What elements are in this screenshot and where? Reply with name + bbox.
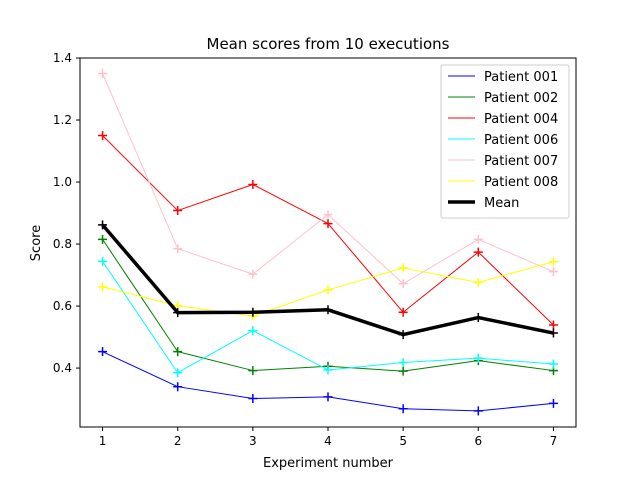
data-point <box>248 366 258 376</box>
x-tick-label: 1 <box>99 434 107 448</box>
data-point <box>398 263 408 273</box>
legend-label: Patient 004 <box>484 112 558 127</box>
data-point <box>248 307 258 317</box>
data-point <box>98 256 108 266</box>
series-2 <box>98 131 558 330</box>
data-point <box>398 307 408 317</box>
data-point <box>98 347 108 357</box>
data-point <box>173 244 183 254</box>
y-tick-label: 1.2 <box>53 113 72 127</box>
data-point <box>548 267 558 277</box>
data-point <box>398 279 408 289</box>
data-point <box>548 359 558 369</box>
legend-label: Patient 001 <box>484 70 558 85</box>
y-tick-label: 0.6 <box>53 299 72 313</box>
data-point <box>248 326 258 336</box>
y-tick-label: 1.4 <box>53 51 72 65</box>
data-point <box>323 305 333 315</box>
x-axis-label: Experiment number <box>263 456 394 471</box>
data-point <box>173 368 183 378</box>
data-point <box>548 398 558 408</box>
data-point <box>473 313 483 323</box>
y-tick-label: 0.8 <box>53 237 72 251</box>
data-point <box>98 220 108 230</box>
data-point <box>473 278 483 288</box>
y-axis-label: Score <box>29 225 44 261</box>
x-tick-label: 2 <box>174 434 182 448</box>
series-6 <box>98 220 558 340</box>
data-point <box>548 328 558 338</box>
data-point <box>398 358 408 368</box>
data-point <box>173 308 183 318</box>
data-point <box>173 382 183 392</box>
data-point <box>323 285 333 295</box>
x-tick-label: 7 <box>550 434 558 448</box>
data-point <box>398 404 408 414</box>
x-tick-label: 5 <box>399 434 407 448</box>
data-point <box>323 365 333 375</box>
data-point <box>98 131 108 141</box>
series-layer <box>98 69 558 416</box>
data-point <box>548 320 558 330</box>
series-3 <box>98 256 558 378</box>
data-point <box>473 406 483 416</box>
data-point <box>473 247 483 257</box>
data-point <box>173 206 183 216</box>
data-point <box>248 269 258 279</box>
legend-label: Patient 008 <box>484 175 558 190</box>
legend-label: Mean <box>484 196 519 211</box>
legend-label: Patient 002 <box>484 91 558 106</box>
legend-box <box>440 64 570 219</box>
chart-title: Mean scores from 10 executions <box>207 35 450 53</box>
data-point <box>323 219 333 229</box>
data-point <box>398 330 408 340</box>
data-point <box>473 234 483 244</box>
axes-layer: 1 2 3 4 5 6 7 0.4 0.6 0.8 1.0 1.2 1.4 <box>53 51 577 448</box>
legend-label: Patient 007 <box>484 154 558 169</box>
legend-label: Patient 006 <box>484 133 558 148</box>
data-point <box>98 69 108 79</box>
data-point <box>248 180 258 190</box>
data-point <box>323 210 333 220</box>
data-point <box>398 366 408 376</box>
legend: Patient 001 Patient 002 Patient 004 Patient… <box>440 64 570 219</box>
data-point <box>248 393 258 403</box>
data-point <box>323 392 333 402</box>
y-tick-label: 0.4 <box>53 361 72 375</box>
data-point <box>548 257 558 267</box>
y-tick-label: 1.0 <box>53 175 72 189</box>
x-tick-label: 4 <box>324 434 332 448</box>
data-point <box>173 347 183 357</box>
x-tick-label: 3 <box>249 434 257 448</box>
data-point <box>473 353 483 363</box>
series-4 <box>98 69 558 289</box>
series-0 <box>98 347 558 416</box>
x-tick-label: 6 <box>474 434 482 448</box>
data-point <box>98 234 108 244</box>
data-point <box>98 282 108 292</box>
